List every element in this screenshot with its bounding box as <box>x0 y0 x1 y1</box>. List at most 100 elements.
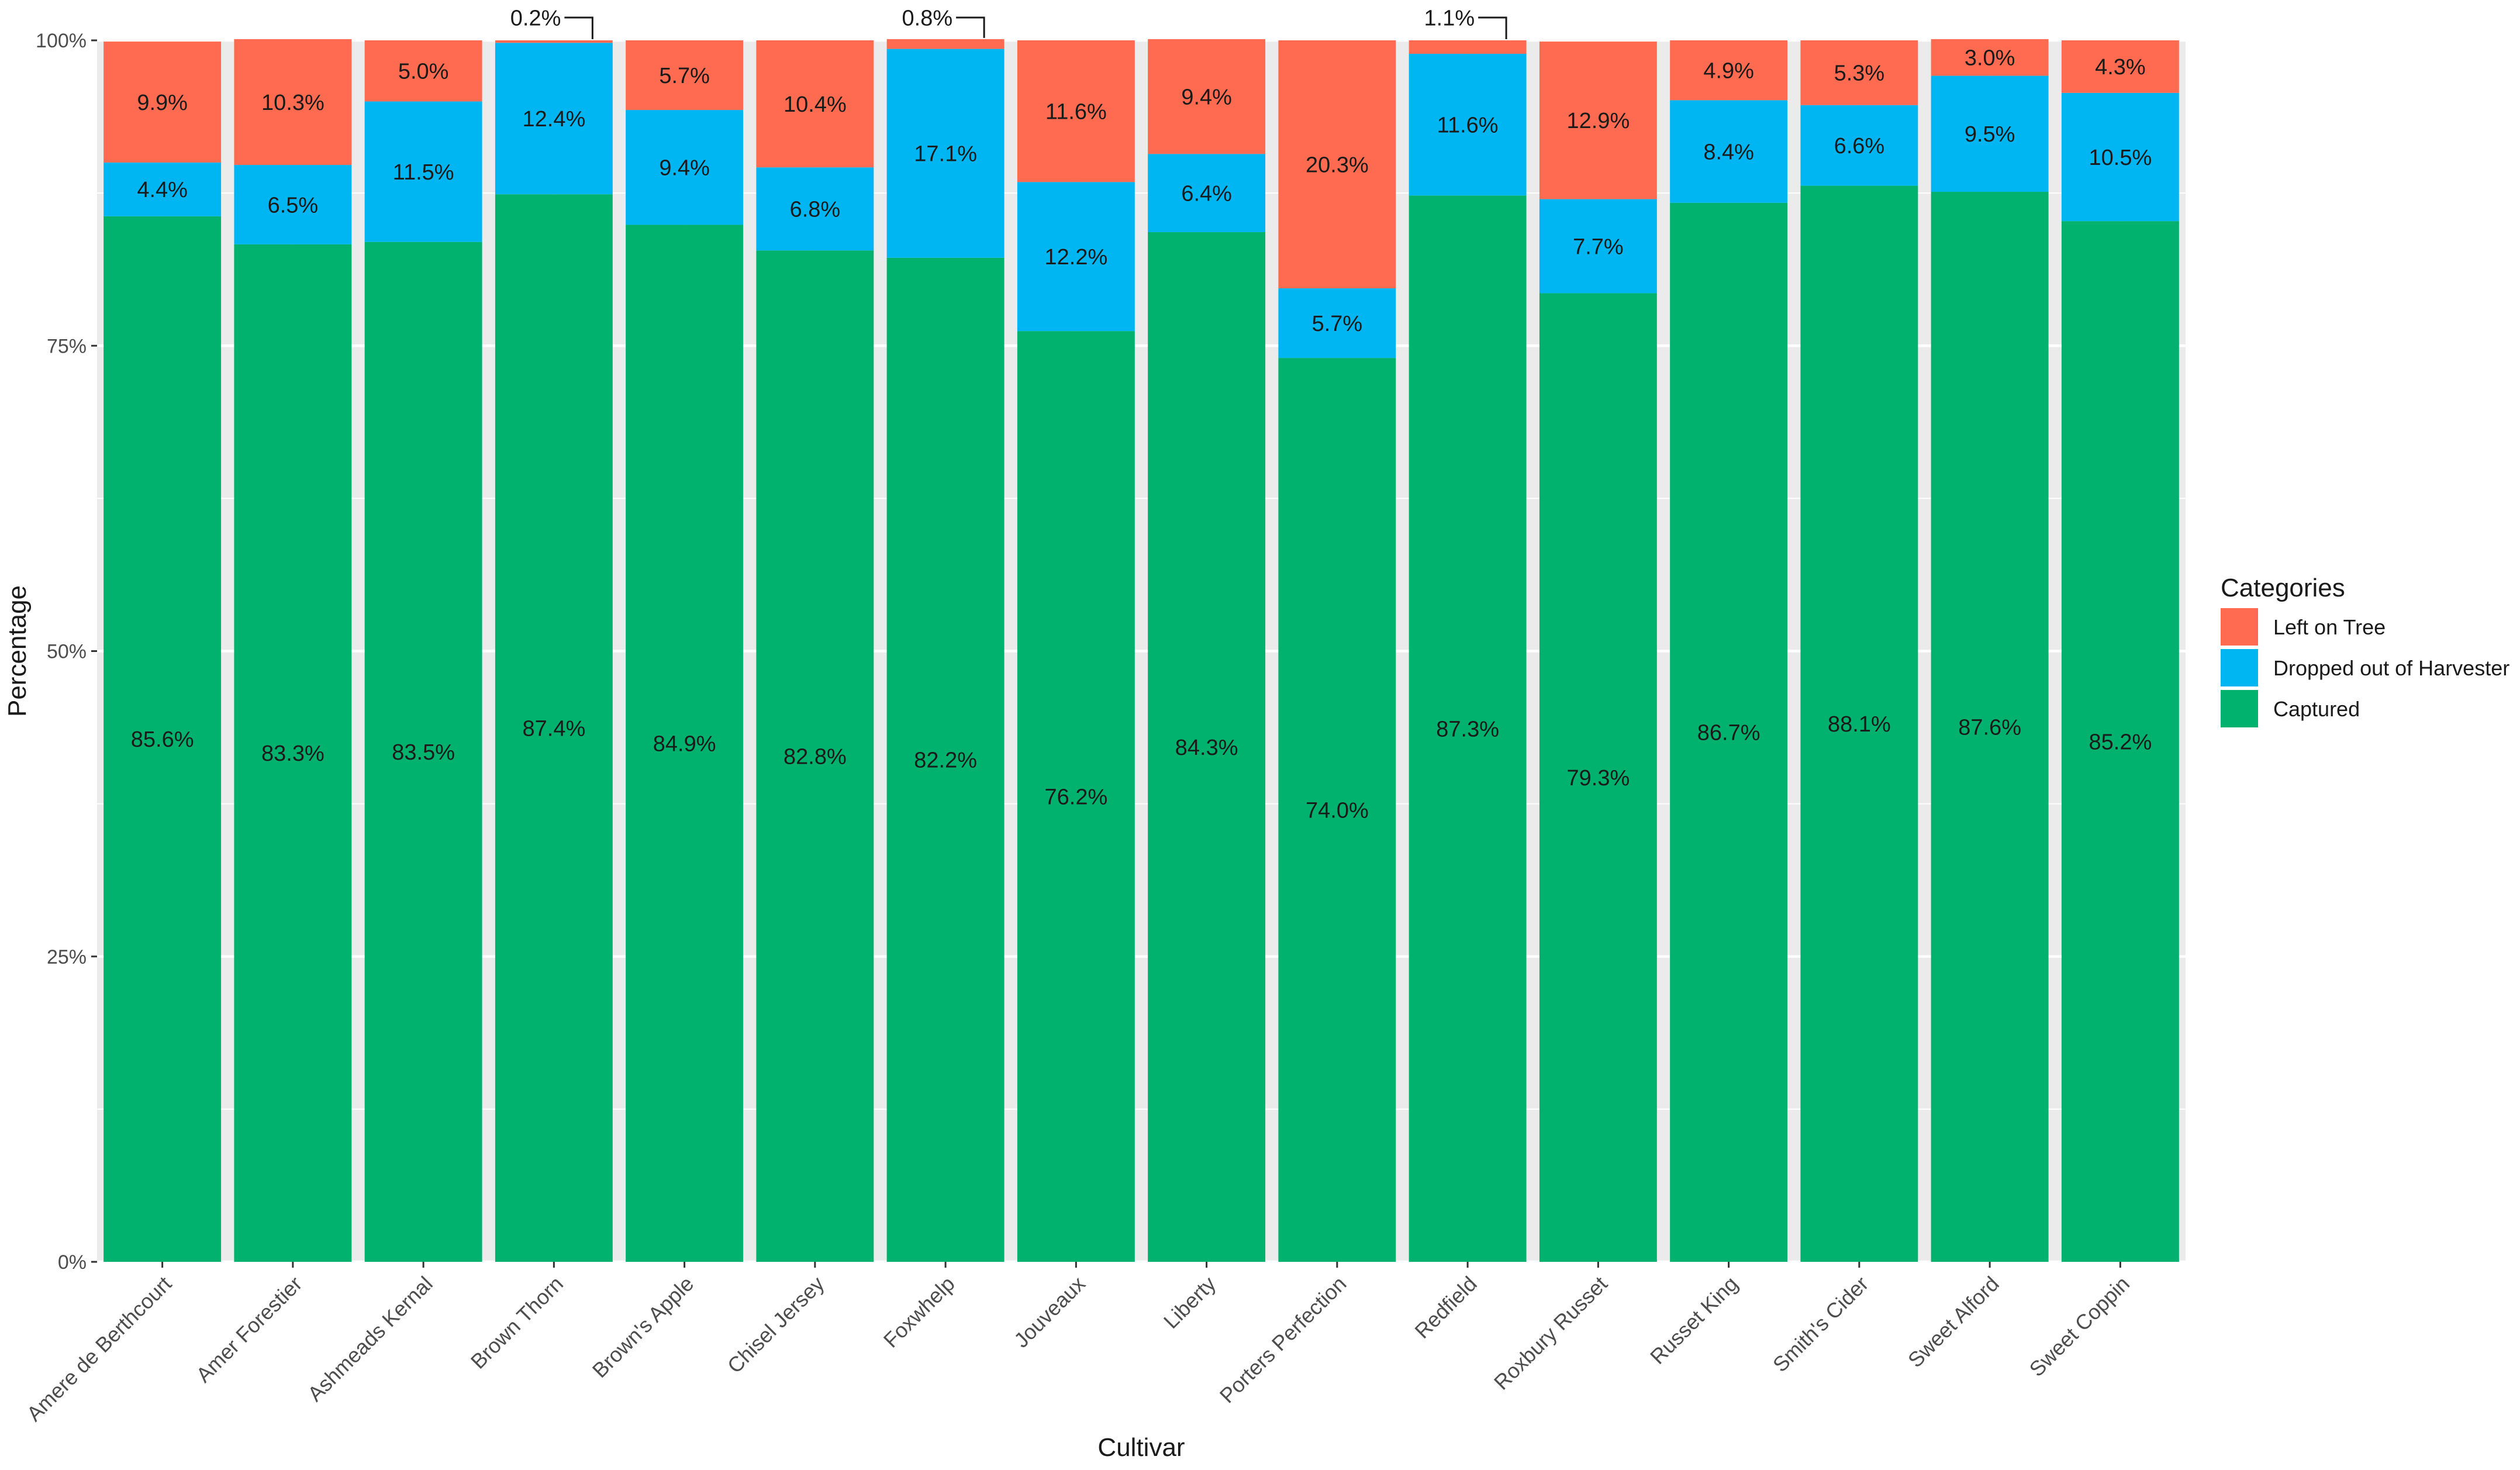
bar-left-on-tree-foxwhelp <box>886 39 1004 49</box>
data-label: 83.5% <box>392 740 455 765</box>
legend: Categories Left on Tree Dropped out of Har… <box>2221 574 2509 727</box>
data-label: 5.3% <box>1834 61 1885 86</box>
legend-label: Left on Tree <box>2273 615 2386 639</box>
data-label: 82.2% <box>914 748 977 773</box>
data-label: 86.7% <box>1697 721 1760 746</box>
bar-captured-sweet-coppin <box>2061 221 2179 1262</box>
callout-leader <box>564 16 593 39</box>
x-tick-label: Amere de Berthcourt <box>22 1272 176 1426</box>
callout-label: 0.8% <box>902 6 953 30</box>
data-label: 85.2% <box>2089 730 2152 754</box>
data-label: 17.1% <box>914 142 977 167</box>
bar-left-on-tree-chisel-jersey <box>756 40 874 168</box>
bar-captured-smith-s-cider <box>1800 185 1918 1262</box>
bar-dropped-out-of-harvester-amer-forestier <box>234 165 352 244</box>
legend-key-captured <box>2221 690 2258 727</box>
bar-captured-redfield <box>1409 195 1527 1262</box>
data-label: 82.8% <box>783 744 847 769</box>
data-label: 5.7% <box>1312 312 1363 336</box>
x-tick-label: Amer Forestier <box>191 1272 306 1387</box>
x-tick-label: Russet King <box>1645 1272 1742 1369</box>
bar-left-on-tree-roxbury-russet <box>1539 42 1657 199</box>
x-tick-label: Sweet Coppin <box>2025 1272 2134 1381</box>
bar-captured-chisel-jersey <box>756 250 874 1262</box>
bar-dropped-out-of-harvester-porters-perfection <box>1278 288 1396 358</box>
data-label: 9.5% <box>1965 122 2015 147</box>
bar-captured-brown-thorn <box>495 194 613 1262</box>
data-label: 5.7% <box>659 64 710 88</box>
x-tick-label: Ashmeads Kernal <box>303 1272 437 1406</box>
data-label: 83.3% <box>261 741 325 766</box>
x-tick-label: Chisel Jersey <box>723 1272 829 1378</box>
x-tick-label: Jouveaux <box>1009 1272 1090 1352</box>
bar-captured-amere-de-berthcourt <box>103 216 222 1262</box>
data-label: 6.5% <box>268 193 319 218</box>
data-label: 4.9% <box>1703 58 1754 83</box>
callout-label: 1.1% <box>1424 6 1475 30</box>
data-label: 87.4% <box>523 716 586 741</box>
legend-label: Captured <box>2273 697 2360 721</box>
bar-dropped-out-of-harvester-sweet-coppin <box>2061 92 2179 222</box>
bar-dropped-out-of-harvester-chisel-jersey <box>756 167 874 251</box>
bar-dropped-out-of-harvester-foxwhelp <box>886 49 1004 258</box>
data-label: 11.6% <box>1437 113 1499 137</box>
x-tick-label: Redfield <box>1410 1272 1481 1343</box>
bar-captured-foxwhelp <box>886 257 1004 1262</box>
callout-leader <box>956 16 985 38</box>
bar-dropped-out-of-harvester-roxbury-russet <box>1539 199 1657 294</box>
legend-label: Dropped out of Harvester <box>2273 656 2509 680</box>
bar-captured-amer-forestier <box>234 244 352 1262</box>
bar-dropped-out-of-harvester-brown-thorn <box>495 43 613 195</box>
data-label: 4.4% <box>137 178 188 202</box>
y-tick-label: 50% <box>47 641 87 663</box>
bar-left-on-tree-amere-de-berthcourt <box>103 42 222 163</box>
x-tick-label: Foxwhelp <box>879 1272 959 1352</box>
data-label: 20.3% <box>1306 153 1369 177</box>
bar-left-on-tree-smith-s-cider <box>1800 40 1918 105</box>
bar-dropped-out-of-harvester-redfield <box>1409 53 1527 196</box>
bar-captured-sweet-alford <box>1931 192 2049 1262</box>
bar-captured-roxbury-russet <box>1539 293 1657 1262</box>
bar-captured-russet-king <box>1670 202 1788 1262</box>
data-label: 10.4% <box>783 92 847 117</box>
data-label: 87.6% <box>1958 715 2021 740</box>
bar-captured-porters-perfection <box>1278 358 1396 1262</box>
y-axis-title: Percentage <box>3 585 32 717</box>
y-tick-label: 75% <box>47 335 87 357</box>
bar-left-on-tree-brown-thorn <box>495 40 613 43</box>
data-label: 87.3% <box>1436 717 1499 741</box>
data-label: 9.9% <box>137 91 188 115</box>
bar-left-on-tree-russet-king <box>1670 40 1788 101</box>
legend-key-left-on-tree <box>2221 608 2258 646</box>
data-label: 12.2% <box>1045 245 1108 270</box>
x-tick-label: Smith's Cider <box>1768 1272 1873 1377</box>
data-label: 11.6% <box>1045 99 1107 124</box>
x-axis-title: Cultivar <box>1097 1433 1185 1462</box>
data-label: 8.4% <box>1703 140 1754 164</box>
bar-captured-jouveaux <box>1017 331 1135 1262</box>
x-tick-label: Porters Perfection <box>1215 1272 1351 1408</box>
bar-dropped-out-of-harvester-brown-s-apple <box>626 110 744 225</box>
data-label: 6.6% <box>1834 134 1885 158</box>
bar-dropped-out-of-harvester-ashmeads-kernal <box>364 101 482 242</box>
bar-dropped-out-of-harvester-russet-king <box>1670 100 1788 203</box>
data-label: 6.8% <box>790 198 841 222</box>
data-label: 79.3% <box>1567 766 1630 791</box>
data-label: 7.7% <box>1573 234 1624 259</box>
data-label: 12.9% <box>1567 109 1630 133</box>
data-label: 84.3% <box>1175 736 1238 760</box>
data-label: 76.2% <box>1045 785 1108 809</box>
bar-dropped-out-of-harvester-smith-s-cider <box>1800 105 1918 186</box>
data-label: 4.3% <box>2095 55 2146 80</box>
data-label: 85.6% <box>131 727 194 752</box>
x-tick-label: Roxbury Russet <box>1489 1272 1612 1395</box>
data-label: 9.4% <box>659 156 710 181</box>
x-tick-label: Brown's Apple <box>588 1272 699 1383</box>
data-label: 10.5% <box>2089 146 2152 170</box>
callout-label: 0.2% <box>510 6 561 30</box>
data-label: 84.9% <box>653 732 716 757</box>
bars <box>103 39 2179 1262</box>
data-label: 10.3% <box>261 91 325 115</box>
